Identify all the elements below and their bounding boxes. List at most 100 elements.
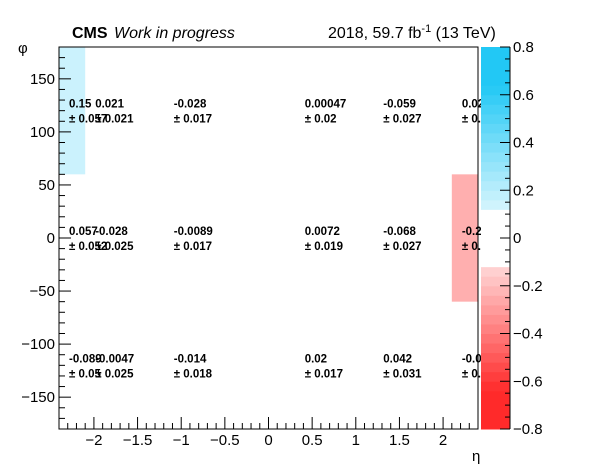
palette-segment (481, 304, 510, 315)
palette-segment (481, 247, 510, 258)
palette-segment (481, 113, 510, 124)
palette-segment (481, 142, 510, 153)
luminosity-exponent: -1 (421, 23, 431, 35)
cell-error-label: ± 0.027 (383, 241, 421, 253)
luminosity-suffix: (13 TeV) (431, 25, 496, 42)
cell-error-label: ± 0.052 (69, 241, 107, 253)
cell-value-label: 0.042 (383, 353, 412, 365)
y-tick-label: 100 (30, 124, 55, 141)
palette-segment (481, 400, 510, 411)
cell-value-label: 0.0072 (305, 226, 340, 238)
palette-segment (481, 104, 510, 115)
palette-segment (481, 276, 510, 287)
x-tick-label: 1 (352, 432, 360, 449)
palette-tick-label: 0.6 (513, 87, 534, 104)
palette-segment (481, 132, 510, 143)
cell-error-label: ± 0.018 (174, 368, 213, 380)
y-axis-label: φ (18, 40, 28, 57)
cell-error-label: ± 0.057 (69, 114, 107, 126)
palette-tick-label: 0.4 (513, 135, 534, 152)
cell-value-label: 0.057 (69, 226, 98, 238)
palette-segment (481, 238, 510, 249)
palette-segment (481, 152, 510, 163)
palette-segment (481, 409, 510, 420)
cell-error-label: ± 0.021 (95, 114, 134, 126)
experiment-label: CMS (72, 25, 108, 42)
cell-value-label: -0.028 (174, 99, 207, 111)
palette-segment (481, 180, 510, 191)
status-label: Work in progress (114, 25, 235, 42)
palette-tick-label: −0.6 (513, 373, 543, 390)
axes: −2 −1.5 −1 −0.5 0 0.5 1 1.5 2 −150 −100 −50 0 50 100 15… (21, 46, 479, 449)
palette-segment (481, 323, 510, 334)
x-tick-label: 1.5 (389, 432, 410, 449)
palette-segment (481, 47, 510, 58)
palette-segment (481, 171, 510, 182)
palette-segment (481, 199, 510, 210)
x-tick-label: −1 (173, 432, 190, 449)
cell-value-label: -0.0047 (95, 353, 134, 365)
cell-value-label: -0.0089 (174, 226, 213, 238)
cell-value-label: -0.028 (95, 226, 128, 238)
cell-error-label: ± 0.017 (305, 368, 343, 380)
cell-error-label: ± 0.02 (305, 114, 337, 126)
palette-segment (481, 218, 510, 229)
palette-segment (481, 257, 510, 268)
palette-segment (481, 362, 510, 373)
palette-segment (481, 285, 510, 296)
palette-segment (481, 295, 510, 306)
palette-tick-label: 0.2 (513, 182, 534, 199)
heatmap-cell (451, 174, 478, 302)
y-tick-label: −100 (21, 336, 55, 353)
cell-value-label: 0.021 (95, 99, 124, 111)
palette-segment (481, 419, 510, 430)
palette-tick-label: −0.8 (513, 421, 543, 438)
palette-segment (481, 190, 510, 201)
x-tick-label: 0 (264, 432, 272, 449)
cell-error-label: ± 0.019 (305, 241, 343, 253)
palette-segment (481, 161, 510, 172)
cell-error-label: ± 0.025 (95, 241, 134, 253)
x-tick-label: −2 (85, 432, 102, 449)
cell-error-label: ± 0.027 (383, 114, 421, 126)
cell-value-label: 0.00047 (305, 99, 347, 111)
palette-tick-label: 0.8 (513, 39, 534, 56)
cell-error-label: ± 0.017 (174, 241, 212, 253)
y-tick-label: 150 (30, 71, 55, 88)
palette-segment (481, 371, 510, 382)
color-palette: −0.8 −0.6 −0.4 −0.2 0 0.2 0.4 0.6 0.8 (481, 39, 543, 438)
cell-error-label: ± 0.025 (95, 368, 134, 380)
palette-tick-label: −0.4 (513, 326, 543, 343)
cell-value-label: -0.068 (383, 226, 416, 238)
cell-error-label: ± 0.017 (174, 114, 212, 126)
x-axis-label: η (472, 448, 480, 465)
luminosity-prefix: 2018, 59.7 fb (328, 25, 422, 42)
palette-segment (481, 228, 510, 239)
palette-segment (481, 123, 510, 134)
cell-value-label: -0.059 (383, 99, 416, 111)
x-tick-label: 2 (439, 432, 447, 449)
palette-segment (481, 390, 510, 401)
palette-segment (481, 85, 510, 96)
x-tick-label: −1.5 (123, 432, 153, 449)
cell-error-label: ± 0.05 (69, 368, 101, 380)
palette-segment (481, 266, 510, 277)
cell-value-label: 0.02 (305, 353, 327, 365)
palette-segment (481, 314, 510, 325)
cell-error-label: ± 0.031 (383, 368, 422, 380)
x-tick-label: 0.5 (302, 432, 323, 449)
palette-segment (481, 75, 510, 86)
palette-tick-label: 0 (513, 230, 521, 247)
cell-value-label: -0.089 (69, 353, 102, 365)
y-tick-label: −150 (21, 389, 55, 406)
palette-segment (481, 94, 510, 105)
y-tick-label: 50 (38, 177, 55, 194)
palette-segment (481, 381, 510, 392)
y-tick-label: −50 (30, 283, 55, 300)
x-tick-label: −0.5 (210, 432, 240, 449)
luminosity-label: 2018, 59.7 fb-1 (13 TeV) (328, 23, 496, 42)
cell-value-label: -0.014 (174, 353, 207, 365)
heatmap-cells (59, 47, 478, 302)
palette-segment (481, 56, 510, 67)
